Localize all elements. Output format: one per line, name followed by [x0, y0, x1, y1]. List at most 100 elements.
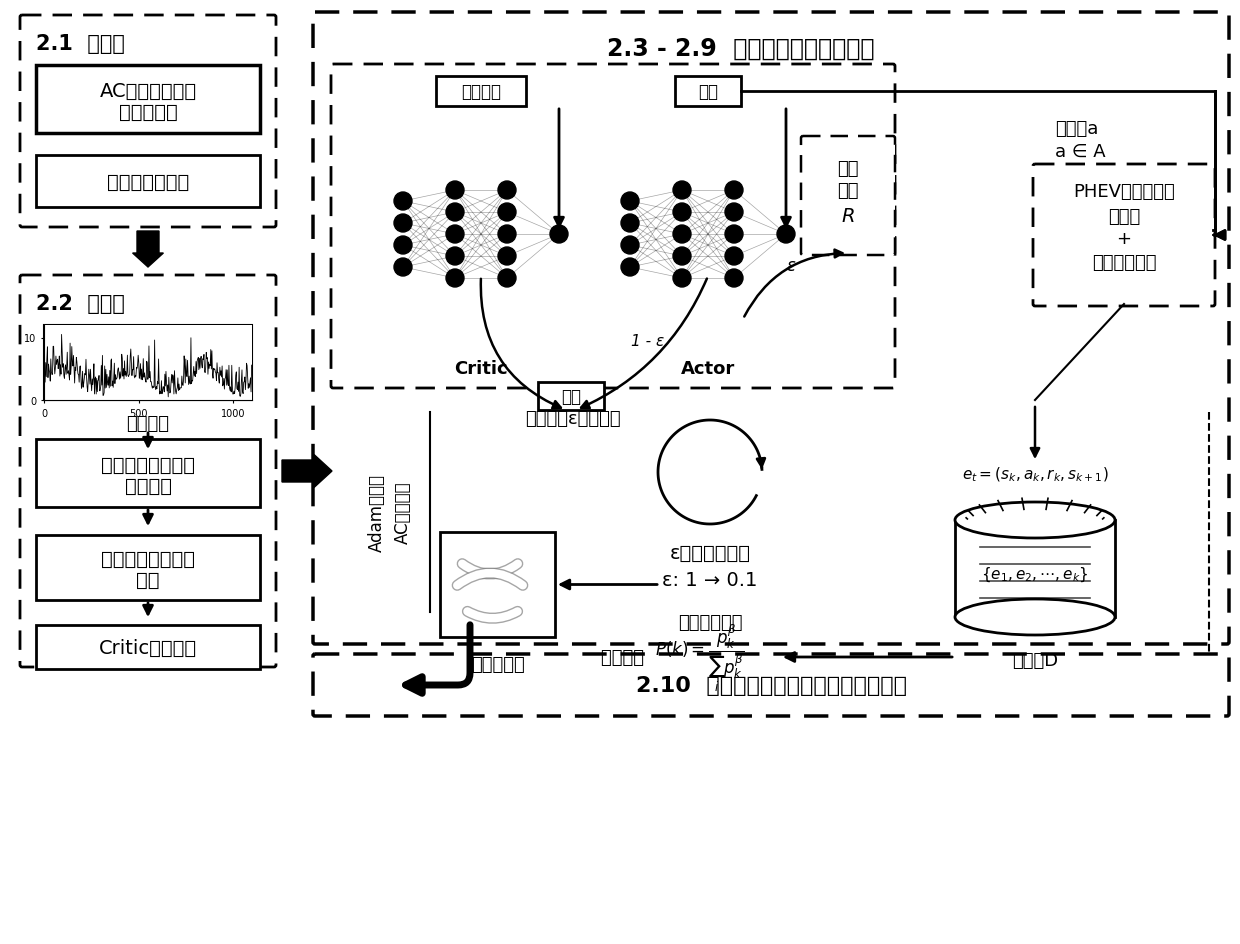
Text: 最优状态转移样本: 最优状态转移样本: [100, 549, 195, 568]
Text: AC网络构建及其: AC网络构建及其: [99, 81, 197, 100]
Text: 耗评估: 耗评估: [1107, 208, 1140, 226]
Circle shape: [725, 270, 743, 288]
Text: 状态数据归一化: 状态数据归一化: [107, 173, 190, 192]
Text: 随机: 随机: [837, 160, 859, 177]
Text: R: R: [841, 208, 854, 227]
Bar: [36, 66, 260, 134]
Text: 2.3 - 2.9  能量管理策略强化学习: 2.3 - 2.9 能量管理策略强化学习: [608, 37, 874, 61]
Circle shape: [446, 204, 464, 222]
Bar: [955, 520, 1115, 617]
Circle shape: [621, 215, 639, 233]
Text: 动态规划最优能量: 动态规划最优能量: [100, 455, 195, 474]
Circle shape: [498, 204, 516, 222]
Circle shape: [777, 226, 795, 244]
Circle shape: [621, 193, 639, 211]
Text: 数据: 数据: [136, 570, 160, 589]
Text: 1 - ε: 1 - ε: [631, 333, 665, 348]
FancyBboxPatch shape: [1033, 165, 1215, 307]
Text: +: +: [1116, 229, 1131, 247]
Text: 状态向量更新: 状态向量更新: [1091, 254, 1156, 272]
Circle shape: [446, 247, 464, 265]
Circle shape: [621, 237, 639, 255]
Text: 状态: 状态: [560, 388, 582, 406]
Bar: [36, 156, 260, 208]
Text: Adam优化器: Adam优化器: [368, 474, 386, 551]
Bar: [538, 382, 604, 411]
Text: ε: 1 → 0.1: ε: 1 → 0.1: [662, 571, 758, 590]
FancyArrow shape: [133, 232, 164, 268]
Text: a ∈ A: a ∈ A: [1055, 143, 1106, 160]
FancyArrowPatch shape: [463, 565, 518, 574]
Bar: [43, 326, 252, 400]
Text: 2.2  预训练: 2.2 预训练: [36, 294, 125, 313]
Text: $\{e_1,e_2,\cdots,e_k\}$: $\{e_1,e_2,\cdots,e_k\}$: [981, 565, 1089, 583]
Circle shape: [394, 193, 412, 211]
FancyBboxPatch shape: [20, 276, 277, 667]
Circle shape: [673, 204, 691, 222]
Circle shape: [394, 259, 412, 277]
Circle shape: [725, 182, 743, 200]
Text: 参数初始化: 参数初始化: [119, 102, 177, 122]
Circle shape: [725, 226, 743, 244]
Text: 训练工况: 训练工况: [126, 414, 170, 432]
Circle shape: [621, 259, 639, 277]
Text: Critic: Critic: [454, 360, 508, 378]
Bar: [36, 625, 260, 669]
Bar: [36, 535, 260, 600]
Circle shape: [394, 237, 412, 255]
FancyArrowPatch shape: [458, 573, 523, 585]
FancyArrow shape: [281, 455, 332, 488]
Circle shape: [673, 226, 691, 244]
Text: 采样概率: 采样概率: [601, 649, 650, 666]
Text: 管理策略: 管理策略: [124, 476, 171, 495]
Text: 过程: 过程: [837, 182, 859, 200]
Circle shape: [498, 226, 516, 244]
Circle shape: [673, 182, 691, 200]
Circle shape: [446, 182, 464, 200]
Text: 动作量a: 动作量a: [1055, 120, 1099, 138]
Text: 2.10  终止训练，保存策略网络及其参数: 2.10 终止训练，保存策略网络及其参数: [636, 675, 906, 696]
Circle shape: [446, 270, 464, 288]
Text: 经验池D: 经验池D: [1012, 651, 1058, 669]
FancyArrowPatch shape: [582, 279, 707, 409]
Text: 2.1  初始化: 2.1 初始化: [36, 34, 125, 54]
Text: 依据概率ε选择动作: 依据概率ε选择动作: [526, 410, 621, 428]
FancyBboxPatch shape: [20, 16, 277, 228]
Circle shape: [446, 226, 464, 244]
Circle shape: [394, 215, 412, 233]
Circle shape: [673, 247, 691, 265]
Ellipse shape: [955, 599, 1115, 635]
Text: 小批量样本: 小批量样本: [471, 655, 525, 673]
Text: 动作: 动作: [698, 83, 718, 101]
Bar: [36, 440, 260, 508]
Text: Actor: Actor: [681, 360, 735, 378]
FancyBboxPatch shape: [801, 137, 895, 256]
Text: 优先经验回放: 优先经验回放: [678, 614, 743, 632]
Circle shape: [673, 270, 691, 288]
Text: AC网络更新: AC网络更新: [394, 481, 412, 544]
Ellipse shape: [955, 502, 1115, 538]
Circle shape: [725, 247, 743, 265]
FancyBboxPatch shape: [331, 65, 895, 389]
FancyArrowPatch shape: [467, 612, 517, 618]
FancyBboxPatch shape: [312, 13, 1229, 645]
FancyArrowPatch shape: [458, 573, 523, 585]
Bar: [436, 76, 526, 107]
Text: $e_t=(s_k,a_k,r_k,s_{k+1})$: $e_t=(s_k,a_k,r_k,s_{k+1})$: [962, 465, 1109, 483]
Bar: [675, 76, 742, 107]
Text: $P(k) = \dfrac{p_k^\beta}{\sum_i p_k^\beta}$: $P(k) = \dfrac{p_k^\beta}{\sum_i p_k^\be…: [655, 622, 744, 693]
FancyArrowPatch shape: [744, 250, 842, 317]
Circle shape: [551, 226, 568, 244]
Text: ε: ε: [786, 257, 796, 275]
Circle shape: [498, 247, 516, 265]
Circle shape: [498, 182, 516, 200]
Circle shape: [725, 204, 743, 222]
FancyArrowPatch shape: [463, 565, 518, 574]
Bar: [440, 532, 556, 637]
Text: ε退火贪婪算法: ε退火贪婪算法: [670, 543, 750, 562]
Text: 动作价值: 动作价值: [461, 83, 501, 101]
FancyArrowPatch shape: [467, 612, 517, 618]
FancyBboxPatch shape: [312, 654, 1229, 716]
Circle shape: [498, 270, 516, 288]
Text: Critic网络更新: Critic网络更新: [99, 638, 197, 657]
